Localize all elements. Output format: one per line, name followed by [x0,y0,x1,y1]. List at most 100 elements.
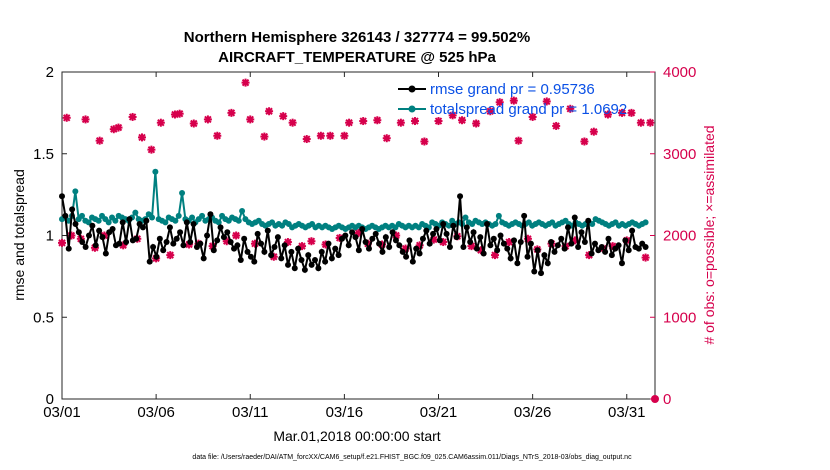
obs-point-core [459,117,465,123]
obs-point [203,115,212,124]
rmse-point [446,243,453,250]
rmse-point [261,248,268,255]
rmse-point [352,234,359,241]
rmse-point [75,229,82,236]
rmse-point [210,247,217,254]
rmse-point [591,240,598,247]
rmse-point [578,229,585,236]
rmse-point [305,252,312,259]
spread-point [179,189,186,196]
obs-point-core [97,138,103,144]
obs-point [618,108,627,117]
rmse-point [443,230,450,237]
x-axis-label: Mar.01,2018 00:00:00 start [273,428,440,444]
obs-point-core [497,99,503,105]
spread-point [172,217,179,224]
rmse-point [521,212,528,219]
obs-point [316,131,325,140]
obs-point-core [115,124,122,131]
obs-point [340,131,349,140]
obs-point-core [515,138,522,144]
x-tick-label: 03/11 [232,404,268,421]
rmse-point [538,270,545,277]
obs-point [241,78,250,87]
rmse-point [419,235,426,242]
rmse-point [473,245,480,252]
obs-point [580,137,589,146]
rmse-point [588,250,595,257]
obs-point [636,118,645,127]
obs-point-core [360,118,366,124]
legend-spread-marker [408,105,416,113]
obs-point [495,98,504,107]
series-layer [58,78,659,403]
rmse-point [379,248,386,255]
obs-point-core [492,252,498,258]
rmse-point [355,247,362,254]
rmse-point [480,250,487,257]
rmse-point [531,268,538,275]
rmse-point [285,261,292,268]
rmse-point [150,243,157,250]
rmse-point [629,227,636,234]
rmse-point [433,225,440,232]
obs-point [396,118,405,127]
rmse-point [625,247,632,254]
rmse-point [376,240,383,247]
obs-point [514,136,523,145]
rmse-point [62,212,69,219]
y-tick-label: 1 [46,228,54,245]
obs-point-core [567,106,573,112]
rmse-point [65,245,72,252]
spread-point [152,168,159,175]
rmse-point [69,206,76,213]
y2-tick-label: 3000 [663,146,696,163]
rmse-point [450,222,457,229]
spread-point [589,221,596,228]
obs-point-core [341,133,347,139]
spread-point [239,207,246,214]
rmse-point [527,240,534,247]
obs-point-core [177,111,183,117]
obs-point [382,134,391,143]
obs-point [566,104,575,113]
rmse-point [484,221,491,228]
rmse-point [618,260,625,267]
obs-point [260,132,269,141]
obs-point-core [384,135,390,141]
obs-point [641,253,650,262]
rmse-point [507,255,514,262]
rmse-point [251,258,258,265]
y2-axis-label: # of obs: o=possible; ×=assimilated [701,125,717,344]
obs-point [359,117,368,126]
rmse-point [399,248,406,255]
obs-point [138,133,147,142]
y-tick-label: 2 [46,64,54,81]
obs-point [302,135,311,144]
rmse-point [440,221,447,228]
obs-point-core [308,238,315,244]
rmse-point [622,237,629,244]
spread-point [199,212,206,219]
rmse-point [332,245,339,252]
rmse-point [416,250,423,257]
spread-point [189,214,196,221]
rmse-point [274,234,281,241]
obs-point-core [487,108,493,114]
obs-point-core [511,98,517,104]
rmse-point [217,224,224,231]
obs-point-core [318,133,324,139]
obs-point [434,117,443,126]
rmse-point [362,239,369,246]
obs-point [288,118,297,127]
obs-point-core [412,118,418,124]
rmse-point [183,219,190,226]
y2-tick-label: 4000 [663,64,696,81]
obs-point-core [191,120,197,127]
rmse-point [436,237,443,244]
rmse-point [467,239,474,246]
obs-point-core [435,118,442,124]
rmse-point [605,235,612,242]
rmse-point [190,221,197,228]
obs-point [114,123,123,132]
